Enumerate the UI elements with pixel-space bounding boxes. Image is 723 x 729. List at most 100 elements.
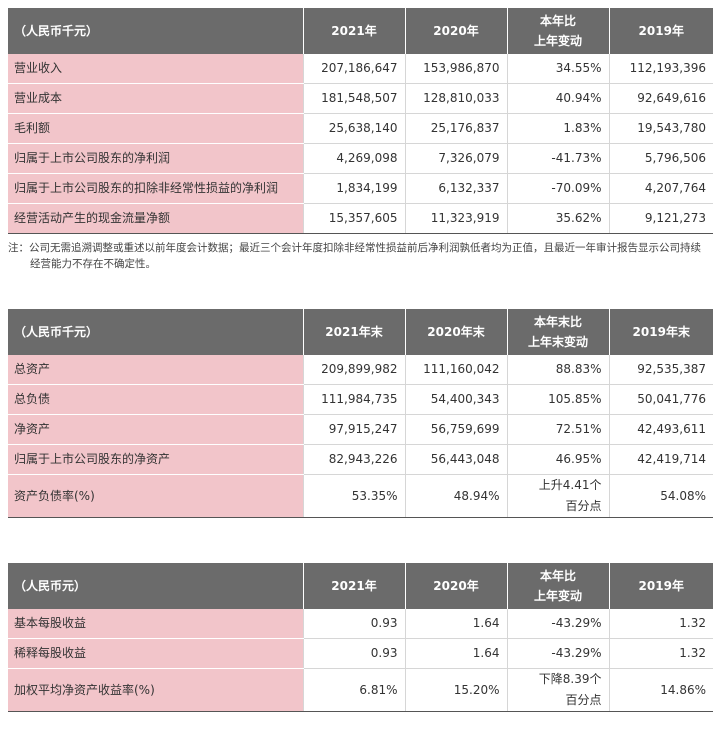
value-cell: 53.35% [302,474,405,518]
value-cell: 92,649,616 [608,83,713,114]
header-row: （人民币元） 2021年 2020年 本年比 上年变动 2019年 [8,563,713,609]
row-label: 毛利额 [8,113,303,144]
value-cell: 1.83% [506,113,609,144]
row-label: 总资产 [8,355,303,385]
value-cell: 207,186,647 [302,54,405,84]
table-row: 总负债 111,984,735 54,400,343 105.85% 50,041,77… [8,384,713,415]
value-cell: 15,357,605 [302,203,405,234]
value-cell: 14.86% [608,668,713,712]
table-row: 归属于上市公司股东的净利润 4,269,098 7,326,079 -41.73% 5,… [8,143,713,174]
header-cell: 2021年 [302,8,405,54]
value-cell: 0.93 [302,638,405,669]
data-table: （人民币元） 2021年 2020年 本年比 上年变动 2019年 基本每股收益 0.93 1… [8,563,713,712]
value-cell: 6,132,337 [404,173,507,204]
value-cell: 25,176,837 [404,113,507,144]
value-cell: 54.08% [608,474,713,518]
data-table: （人民币千元） 2021年末 2020年末 本年末比 上年末变动 2019年末 总资产 20… [8,309,713,518]
table-row: 净资产 97,915,247 56,759,699 72.51% 42,493,611 [8,414,713,445]
table-row: 稀释每股收益 0.93 1.64 -43.29% 1.32 [8,638,713,669]
value-cell: 6.81% [302,668,405,712]
value-cell: 111,160,042 [404,355,507,385]
header-row: （人民币千元） 2021年 2020年 本年比 上年变动 2019年 [8,8,713,54]
value-cell: -70.09% [506,173,609,204]
row-label: 净资产 [8,414,303,445]
row-label: 总负债 [8,384,303,415]
header-row: （人民币千元） 2021年末 2020年末 本年末比 上年末变动 2019年末 [8,309,713,355]
header-cell: 本年末比 上年末变动 [506,309,609,355]
table-row: 营业成本 181,548,507 128,810,033 40.94% 92,649,6… [8,83,713,114]
value-cell: 46.95% [506,444,609,475]
row-label: 营业收入 [8,54,303,84]
value-cell: 209,899,982 [302,355,405,385]
row-label: 加权平均净资产收益率(%) [8,668,303,712]
value-cell: -43.29% [506,609,609,639]
value-cell: 54,400,343 [404,384,507,415]
value-cell: 88.83% [506,355,609,385]
header-cell: 2020年 [404,8,507,54]
value-cell: 112,193,396 [608,54,713,84]
value-cell: 97,915,247 [302,414,405,445]
row-label: 归属于上市公司股东的净利润 [8,143,303,174]
table-row: 加权平均净资产收益率(%) 6.81% 15.20% 下降8.39个 百分点 14.86… [8,668,713,712]
value-cell: 5,796,506 [608,143,713,174]
table-row: 营业收入 207,186,647 153,986,870 34.55% 112,193,… [8,54,713,84]
data-table: （人民币千元） 2021年 2020年 本年比 上年变动 2019年 营业收入 207,18… [8,8,713,234]
header-cell: 2019年末 [608,309,713,355]
table-row: 归属于上市公司股东的扣除非经常性损益的净利润 1,834,199 6,132,337… [8,173,713,204]
header-cell: 2019年 [608,563,713,609]
row-label: 营业成本 [8,83,303,114]
value-cell: 105.85% [506,384,609,415]
value-cell: 0.93 [302,609,405,639]
value-cell: 56,759,699 [404,414,507,445]
footnote: 注：公司无需追溯调整或重述以前年度会计数据；最近三个会计年度扣除非经常性损益前后… [8,242,701,270]
table-row: 基本每股收益 0.93 1.64 -43.29% 1.32 [8,609,713,639]
value-cell: -41.73% [506,143,609,174]
header-cell: 2019年 [608,8,713,54]
value-cell: 9,121,273 [608,203,713,234]
row-label: 基本每股收益 [8,609,303,639]
value-cell: 72.51% [506,414,609,445]
table-row: 经营活动产生的现金流量净额 15,357,605 11,323,919 35.62% 9… [8,203,713,234]
value-cell: 181,548,507 [302,83,405,114]
table-row: 毛利额 25,638,140 25,176,837 1.83% 19,543,780 [8,113,713,144]
value-cell: 92,535,387 [608,355,713,385]
table-row: 总资产 209,899,982 111,160,042 88.83% 92,535,38… [8,355,713,385]
value-cell: 35.62% [506,203,609,234]
row-label: 归属于上市公司股东的扣除非经常性损益的净利润 [8,173,303,204]
value-cell: 42,419,714 [608,444,713,475]
value-cell: 82,943,226 [302,444,405,475]
row-label: 资产负债率(%) [8,474,303,518]
value-cell: 48.94% [404,474,507,518]
row-label: 稀释每股收益 [8,638,303,669]
value-cell: 15.20% [404,668,507,712]
header-cell: 2021年末 [302,309,405,355]
value-cell: 25,638,140 [302,113,405,144]
value-cell: 上升4.41个 百分点 [506,474,609,518]
header-cell: 2020年 [404,563,507,609]
value-cell: 34.55% [506,54,609,84]
header-cell: 2020年末 [404,309,507,355]
header-cell: （人民币千元） [8,8,303,54]
value-cell: 40.94% [506,83,609,114]
value-cell: 153,986,870 [404,54,507,84]
value-cell: 42,493,611 [608,414,713,445]
header-cell: 本年比 上年变动 [506,8,609,54]
value-cell: 1.32 [608,638,713,669]
value-cell: 1.64 [404,638,507,669]
value-cell: 4,207,764 [608,173,713,204]
value-cell: 11,323,919 [404,203,507,234]
value-cell: 56,443,048 [404,444,507,475]
value-cell: 1.32 [608,609,713,639]
value-cell: 7,326,079 [404,143,507,174]
header-cell: 2021年 [302,563,405,609]
value-cell: 4,269,098 [302,143,405,174]
value-cell: 128,810,033 [404,83,507,114]
row-label: 经营活动产生的现金流量净额 [8,203,303,234]
value-cell: 50,041,776 [608,384,713,415]
row-label: 归属于上市公司股东的净资产 [8,444,303,475]
header-cell: （人民币元） [8,563,303,609]
table-row: 资产负债率(%) 53.35% 48.94% 上升4.41个 百分点 54.08% [8,474,713,518]
value-cell: 19,543,780 [608,113,713,144]
value-cell: 1.64 [404,609,507,639]
